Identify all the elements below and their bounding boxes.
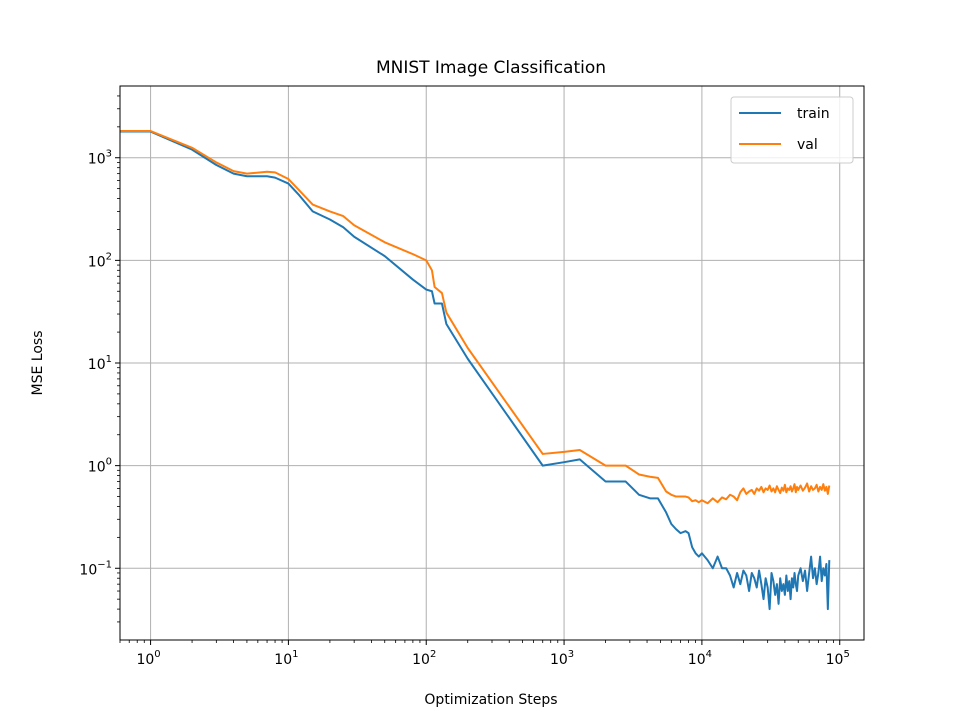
x-tick-label-base: 10 xyxy=(412,652,430,668)
legend: train val xyxy=(730,96,854,164)
series-layer xyxy=(120,130,831,611)
x-tick-label-exp: 4 xyxy=(706,649,712,660)
x-tick-label-exp: 5 xyxy=(843,649,849,660)
x-tick-label-base: 10 xyxy=(688,652,706,668)
x-tick-label-base: 10 xyxy=(274,652,292,668)
x-tick-label-exp: 2 xyxy=(430,649,436,660)
y-tick-label-exp: 0 xyxy=(106,457,112,468)
x-tick-label-exp: 3 xyxy=(568,649,574,660)
y-tick-label-base: 10 xyxy=(88,460,106,476)
y-tick-label-base: 10 xyxy=(88,254,106,270)
x-axis: 100 101 102 103 104 105 xyxy=(119,640,850,668)
x-axis-label: Optimization Steps xyxy=(424,692,557,708)
x-tick-label: 104 xyxy=(688,649,712,668)
y-tick-label: 101 xyxy=(88,354,112,373)
series-line-train xyxy=(120,130,831,611)
x-tick-label-exp: 0 xyxy=(154,649,160,660)
x-tick-label-base: 10 xyxy=(550,652,568,668)
y-tick-label: 103 xyxy=(88,149,112,168)
y-tick-label-exp: 1 xyxy=(106,354,112,365)
x-tick-label: 101 xyxy=(274,649,298,668)
y-tick-label: 102 xyxy=(88,251,112,270)
x-tick-label: 105 xyxy=(826,649,850,668)
x-tick-label-base: 10 xyxy=(136,652,154,668)
y-tick-label: 100 xyxy=(88,457,112,476)
y-tick-label-exp: 2 xyxy=(106,251,112,262)
legend-label-val: val xyxy=(797,137,818,153)
x-tick-label-exp: 1 xyxy=(292,649,298,660)
y-tick-label-base: 10 xyxy=(88,357,106,373)
legend-box xyxy=(730,96,854,164)
x-tick-label: 100 xyxy=(136,649,160,668)
y-axis-label: MSE Loss xyxy=(30,331,46,396)
series-line-val xyxy=(120,130,831,505)
chart-title: MNIST Image Classification xyxy=(376,58,606,78)
y-tick-label-base: 10 xyxy=(88,152,106,168)
y-tick-label-exp: 3 xyxy=(106,149,112,160)
x-tick-label-base: 10 xyxy=(826,652,844,668)
y-tick-label: 10−1 xyxy=(79,559,112,578)
legend-label-train: train xyxy=(797,106,830,122)
x-tick-label: 103 xyxy=(550,649,574,668)
y-tick-label-exp: −1 xyxy=(97,559,112,570)
y-tick-label-base: 10 xyxy=(79,562,97,578)
x-tick-label: 102 xyxy=(412,649,436,668)
